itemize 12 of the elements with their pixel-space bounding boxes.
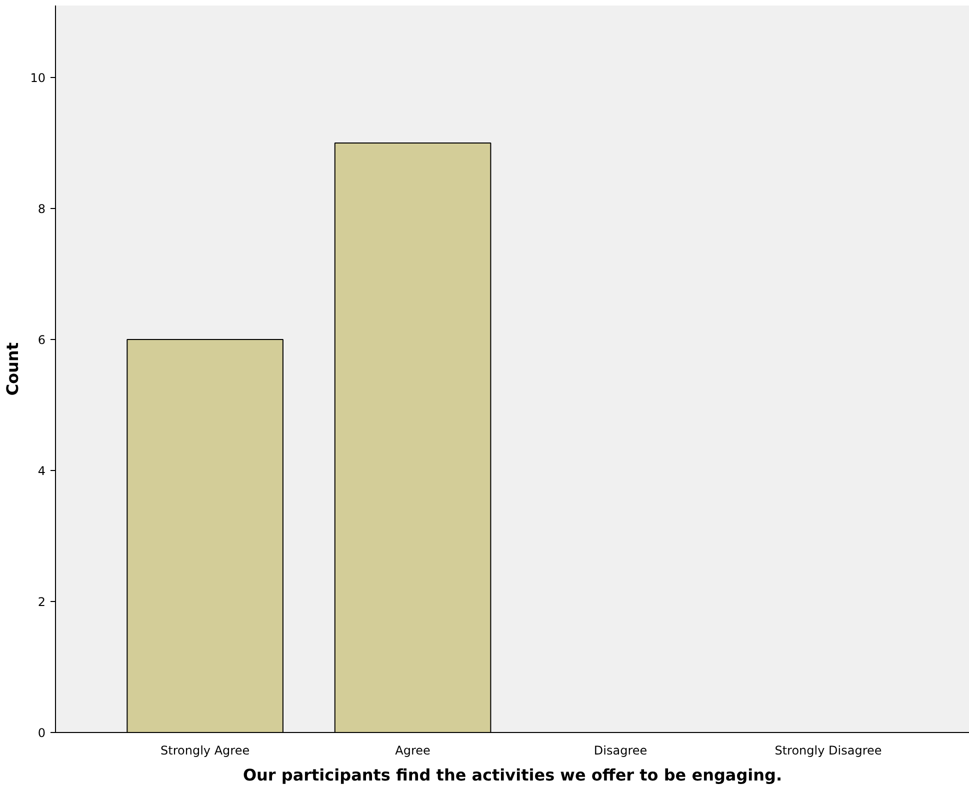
x-tick-label: Strongly Agree <box>160 744 250 758</box>
x-tick-label: Agree <box>395 744 430 758</box>
x-tick-label: Disagree <box>594 744 648 758</box>
y-tick-label: 4 <box>38 464 46 478</box>
x-axis-title: Our participants find the activities we offer to be engaging. <box>242 766 782 784</box>
y-tick-label: 0 <box>38 726 46 740</box>
y-tick-label: 10 <box>30 71 46 86</box>
y-tick-label: 2 <box>38 595 46 610</box>
y-axis-title: Count <box>3 342 22 396</box>
y-tick-label: 8 <box>38 202 46 216</box>
x-tick-label: Strongly Disagree <box>774 744 882 758</box>
y-tick-label: 6 <box>38 333 46 348</box>
